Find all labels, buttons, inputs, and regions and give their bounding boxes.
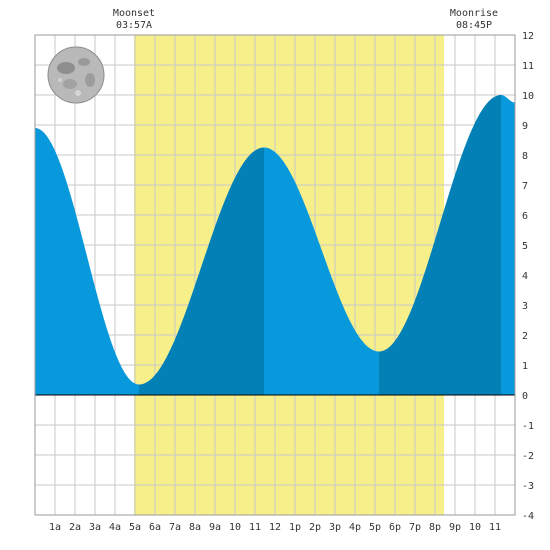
y-tick-label: -4 xyxy=(522,511,534,522)
x-tick-label: 1a xyxy=(49,522,61,533)
y-tick-label: -3 xyxy=(522,481,534,492)
x-tick-label: 1p xyxy=(289,522,301,533)
tide-area-group xyxy=(35,95,515,396)
y-tick-label: 6 xyxy=(522,211,528,222)
tide-segment xyxy=(379,95,501,395)
x-tick-label: 10 xyxy=(229,522,241,533)
x-tick-label: 5p xyxy=(369,522,381,533)
x-tick-label: 4p xyxy=(349,522,361,533)
x-tick-label: 7p xyxy=(409,522,421,533)
x-tick-label: 11 xyxy=(249,522,261,533)
x-tick-label: 9a xyxy=(209,522,221,533)
tide-segment xyxy=(35,128,139,395)
x-tick-label: 5a xyxy=(129,522,141,533)
x-tick-label: 10 xyxy=(469,522,481,533)
moonset-time: 03:57A xyxy=(116,20,152,31)
y-tick-label: 12 xyxy=(522,31,534,42)
x-tick-label: 8a xyxy=(189,522,201,533)
y-tick-label: 7 xyxy=(522,181,528,192)
axis-labels-group: 1a 2a 3a 4a 5a 6a 7a 8a 9a 10 11 12 1p 2p 3p 4p 5p 6p 7p 8p… xyxy=(34,31,534,533)
x-tick-label: 6a xyxy=(149,522,161,533)
x-tick-label: 3p xyxy=(329,522,341,533)
x-tick-label: 12 xyxy=(269,522,281,533)
x-tick-label: 4a xyxy=(109,522,121,533)
y-tick-label: 3 xyxy=(522,301,528,312)
y-tick-label: -1 xyxy=(522,421,534,432)
y-tick-label: 9 xyxy=(522,121,528,132)
tide-segment xyxy=(139,147,264,395)
x-tick-label: 2p xyxy=(309,522,321,533)
x-tick-label: 6p xyxy=(389,522,401,533)
moonrise-time: 08:45P xyxy=(456,20,492,31)
x-tick-label: 2a xyxy=(69,522,81,533)
x-tick-label: 3a xyxy=(89,522,101,533)
moonrise-label: Moonrise xyxy=(450,8,498,19)
tide-segment xyxy=(501,95,515,395)
y-tick-label: 0 xyxy=(522,391,528,402)
y-tick-label: 11 xyxy=(522,61,534,72)
full-moon-icon xyxy=(47,46,105,104)
x-tick-label: 7a xyxy=(169,522,181,533)
x-tick-label: 11 xyxy=(489,522,501,533)
y-tick-label: 2 xyxy=(522,331,528,342)
moonset-label: Moonset xyxy=(113,8,155,19)
x-tick-label: 9p xyxy=(449,522,461,533)
y-tick-label: -2 xyxy=(522,451,534,462)
tide-segment xyxy=(264,147,379,395)
y-tick-label: 10 xyxy=(522,91,534,102)
x-tick-label: 8p xyxy=(429,522,441,533)
y-tick-label: 5 xyxy=(522,241,528,252)
y-tick-label: 4 xyxy=(522,271,528,282)
plot-border xyxy=(34,34,516,516)
y-tick-label: 8 xyxy=(522,151,528,162)
y-tick-label: 1 xyxy=(522,361,528,372)
